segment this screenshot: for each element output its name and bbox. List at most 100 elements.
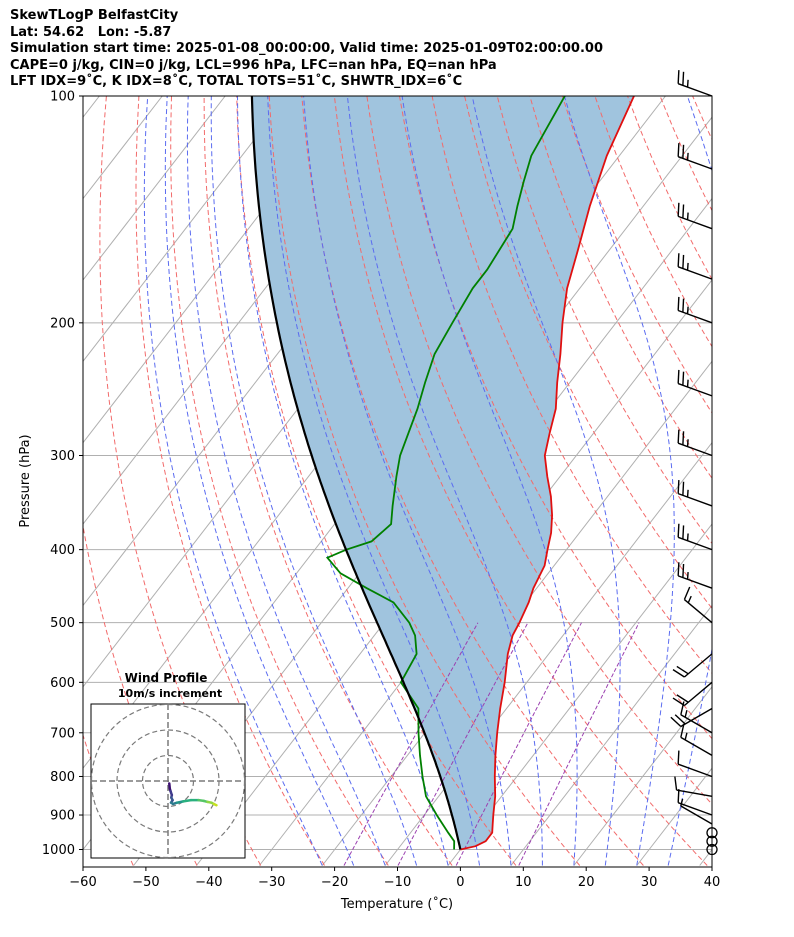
wind-barb-staff — [677, 309, 713, 324]
dry-adiabat-line — [594, 96, 712, 348]
wind-barb-feather — [676, 665, 689, 675]
dry-adiabat-line — [758, 96, 794, 866]
wind-barb-half-feather — [680, 798, 684, 807]
wind-barb-feather — [677, 789, 680, 803]
y-tick-label: 900 — [50, 809, 75, 824]
adiabat-lines — [0, 96, 794, 866]
dry-adiabat-line — [529, 96, 712, 480]
wind-barb-staff — [677, 83, 713, 97]
isotherm-line — [699, 848, 712, 866]
x-tick-label: −20 — [321, 875, 348, 890]
wind-barb-half-feather — [686, 439, 689, 447]
isotherm-line — [83, 96, 289, 363]
time-line: Simulation start time: 2025-01-08_00:00:… — [10, 41, 603, 56]
cape-line: CAPE=0 j/kg, CIN=0 j/kg, LCL=996 hPa, LF… — [10, 57, 497, 73]
dry-adiabat-line — [236, 96, 517, 866]
wind-barb-feather — [682, 563, 685, 578]
dry-adiabat-line — [333, 96, 708, 866]
wind-barb-feather — [682, 144, 685, 159]
y-tick-label: 800 — [50, 770, 75, 785]
y-tick-label: 300 — [50, 449, 75, 464]
mixing-ratio-line — [397, 622, 529, 866]
isotherm-line — [83, 96, 226, 281]
isotherm-line — [83, 96, 100, 119]
x-tick-label: 20 — [578, 875, 595, 890]
wind-barb-staff — [677, 215, 713, 230]
wind-barb-feather — [677, 143, 680, 157]
wind-barb — [683, 586, 713, 624]
mixing-ratio-line — [455, 622, 582, 866]
dry-adiabat-line — [561, 96, 712, 414]
hodograph-plot — [90, 703, 246, 859]
wind-barb-staff — [683, 653, 713, 678]
y-tick-label: 600 — [50, 676, 75, 691]
cape-cin-shading — [251, 96, 634, 850]
parcel-profile-line — [250, 96, 462, 850]
wind-barb — [677, 253, 713, 280]
wind-barb-feather — [677, 429, 680, 444]
wind-barb-feather — [677, 70, 680, 84]
wind-barb-staff — [677, 266, 713, 280]
moist-adiabat-line — [667, 96, 712, 866]
wind-barb-staff — [677, 492, 713, 507]
index-line: LFT IDX=9˚C, K IDX=8˚C, TOTAL TOTS=51˚C,… — [10, 74, 463, 89]
wind-barb-feather — [677, 562, 680, 576]
y-tick-label: 400 — [50, 543, 75, 558]
dry-adiabat-line — [366, 96, 712, 805]
wind-barb-half-feather — [686, 306, 689, 314]
wind-barb-feather — [682, 431, 685, 445]
moist-adiabat-line — [471, 96, 621, 866]
wind-barb-feather — [683, 586, 691, 600]
wind-barb-half-feather — [684, 732, 688, 741]
wind-barb-feather — [677, 480, 680, 494]
hodograph-trace-segment — [182, 798, 193, 803]
moist-adiabat-line — [303, 96, 512, 866]
moist-adiabat-line — [164, 96, 355, 866]
wind-barb-staff — [683, 681, 713, 707]
isotherm-line — [763, 96, 794, 866]
wind-barb-feather — [682, 525, 685, 540]
wind-barb-half-feather — [686, 379, 689, 388]
axes-layer: −60 −50 −40 −30 −20 −10 0 10 20 30 40 1000 900 800 700… — [42, 90, 720, 891]
wind-barb-feather — [677, 369, 680, 384]
wind-barb-staff — [680, 736, 713, 756]
wind-barb-staff — [677, 763, 713, 778]
x-tick-label: −10 — [384, 875, 411, 890]
wind-barb-feather — [672, 669, 685, 678]
wind-barb-feather — [677, 253, 680, 267]
wind-barb-staff — [676, 789, 713, 798]
wind-barb-staff — [677, 802, 713, 816]
wind-barb-feather — [677, 523, 680, 538]
hodograph-title: Wind Profile — [125, 671, 208, 685]
wind-barb — [680, 723, 713, 756]
dewpoint-profile-line — [325, 96, 566, 850]
moist-adiabat-line — [143, 96, 323, 866]
wind-barb — [677, 202, 713, 230]
wind-barb — [672, 681, 713, 707]
dry-adiabat-line — [0, 96, 6, 866]
moist-adiabat-line — [401, 96, 578, 866]
wind-barb-staff — [680, 707, 713, 728]
dry-adiabat-line — [692, 96, 712, 141]
moist-adiabat-line — [237, 96, 449, 866]
wind-barb-feather — [682, 298, 685, 313]
dry-adiabat-line — [268, 96, 581, 866]
x-tick-label: −60 — [69, 875, 96, 890]
cape-cin-area — [251, 96, 634, 850]
y-tick-label: 1000 — [42, 843, 75, 858]
dry-adiabat-line — [464, 96, 712, 610]
moist-adiabat-line — [210, 96, 418, 866]
wind-barb — [677, 562, 713, 589]
wind-barb-staff — [677, 156, 713, 170]
isotherm-line — [636, 767, 712, 866]
wind-barb-staff — [677, 575, 713, 589]
wind-barb — [674, 776, 713, 798]
wind-barb-feather — [680, 723, 685, 738]
wind-barb-half-feather — [686, 489, 689, 498]
isotherm-line — [259, 279, 712, 866]
dry-adiabat-line — [725, 96, 794, 866]
wind-barb-feather — [682, 204, 685, 219]
wind-barb-feather — [674, 776, 678, 791]
x-axis-label: Temperature (˚C) — [340, 896, 453, 912]
